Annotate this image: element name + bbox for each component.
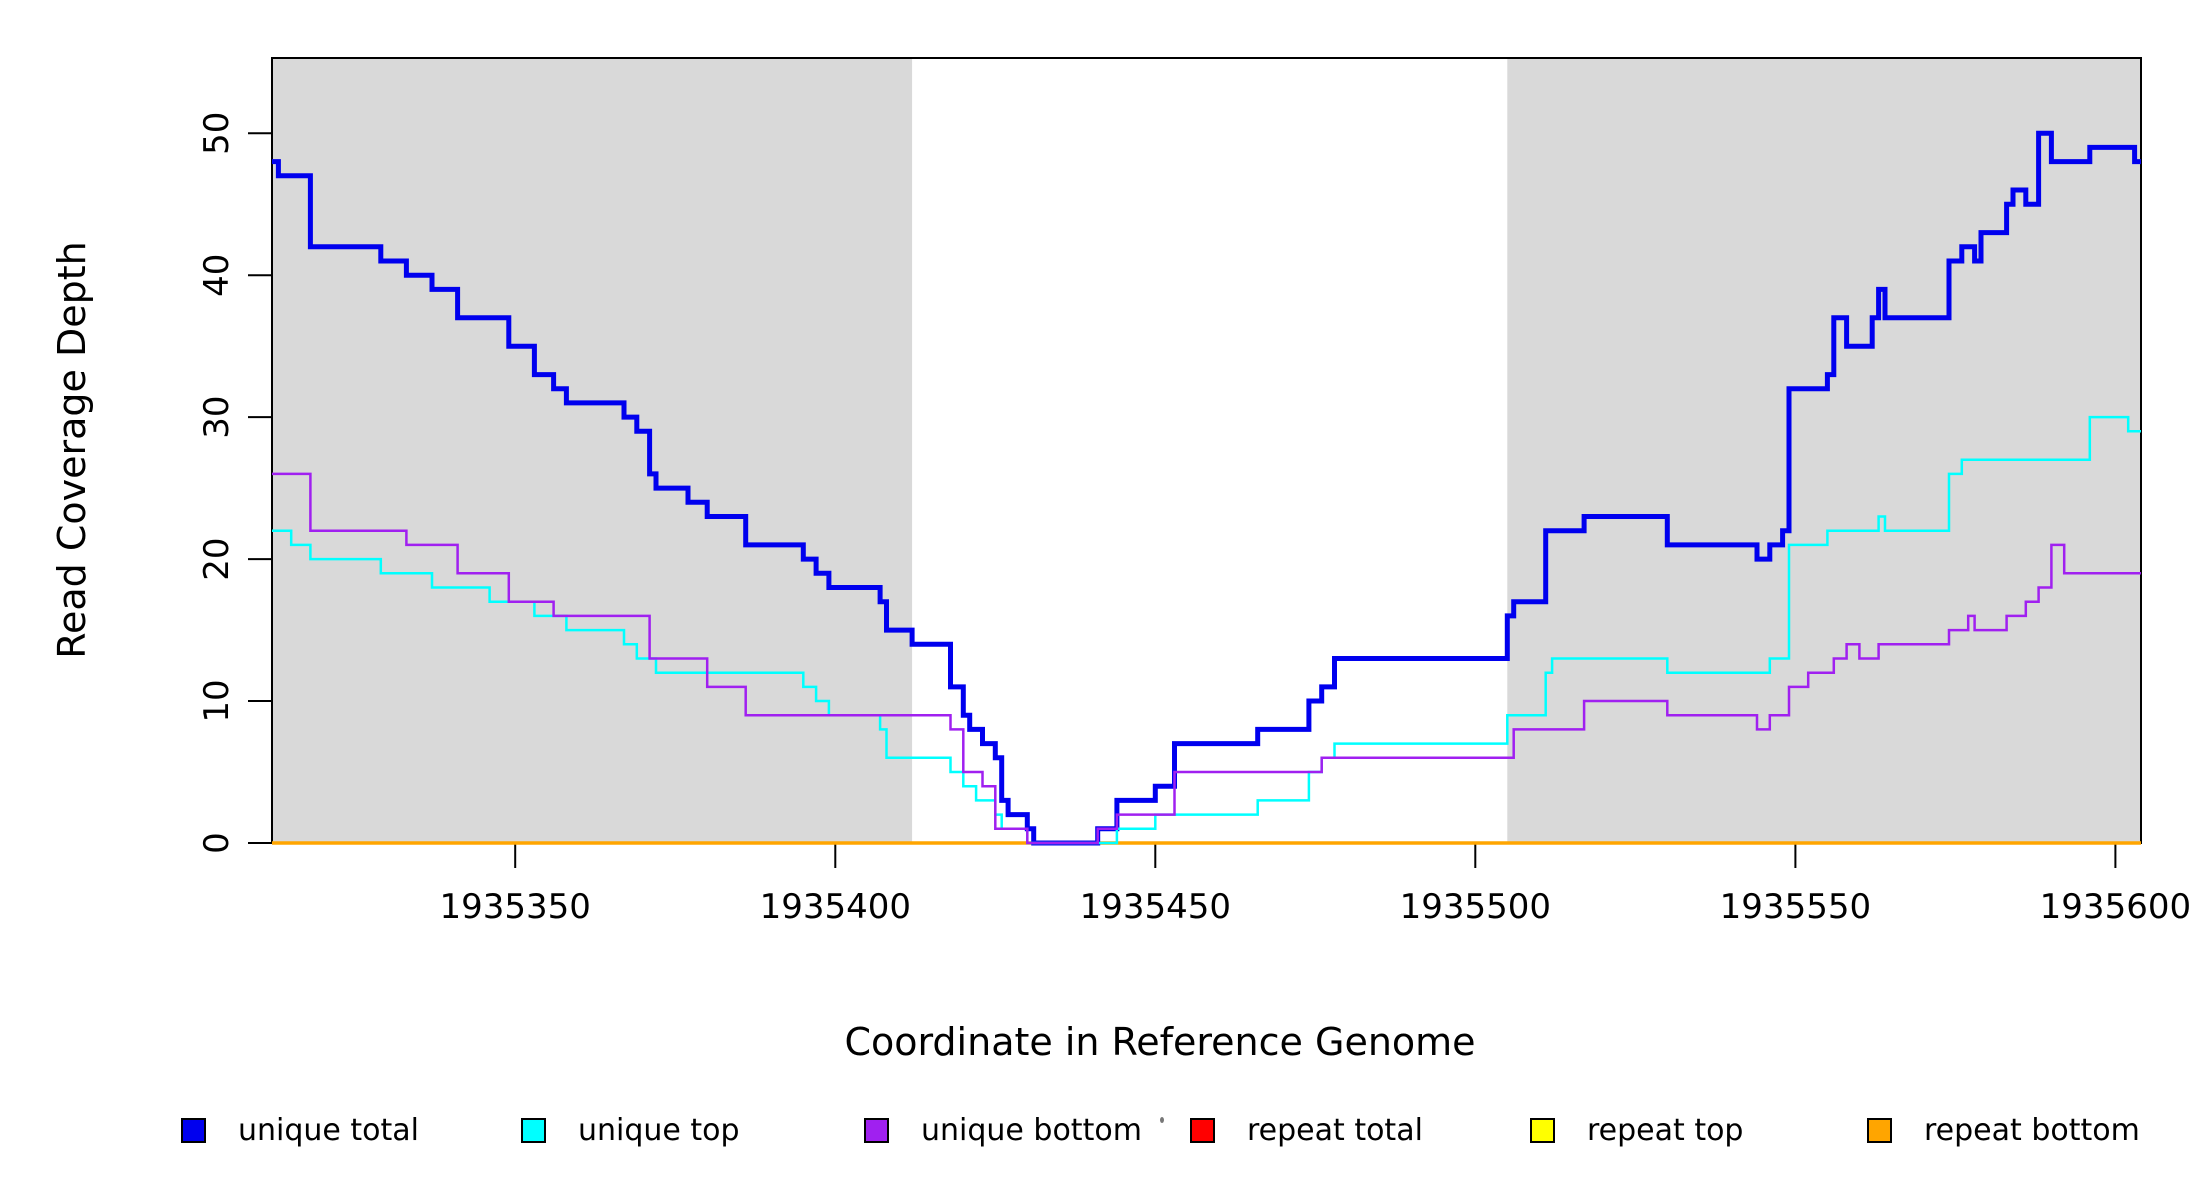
legend-swatch-unique-top — [521, 1117, 546, 1143]
y-tick-label: 10 — [197, 679, 237, 722]
legend-label: repeat top — [1587, 1112, 1744, 1148]
x-axis-title: Coordinate in Reference Genome — [844, 1020, 1476, 1064]
x-tick-label: 1935500 — [1400, 887, 1551, 927]
legend-swatch-repeat-top — [1530, 1117, 1555, 1143]
x-tick-label: 1935600 — [2040, 887, 2191, 927]
legend-label: unique top — [578, 1112, 740, 1148]
x-tick-label: 1935550 — [1720, 887, 1871, 927]
legend-swatch-repeat-total — [1190, 1117, 1215, 1143]
legend-label: unique bottom — [921, 1112, 1142, 1148]
legend-swatch-unique-bottom — [864, 1117, 889, 1143]
legend-item-unique-top: unique top — [521, 1112, 740, 1148]
legend-item-repeat-total: repeat total — [1190, 1112, 1423, 1148]
shaded-region — [272, 58, 913, 843]
legend-label: repeat bottom — [1924, 1112, 2140, 1148]
series-unique-bottom — [272, 472, 2141, 845]
x-tick-label: 1935350 — [439, 887, 590, 927]
shaded-region — [1507, 58, 2141, 843]
stray-mark — [1160, 1117, 1164, 1123]
legend-label: repeat total — [1247, 1112, 1423, 1148]
legend-label: unique total — [238, 1112, 420, 1148]
y-tick-label: 0 — [197, 832, 237, 854]
legend-item-unique-bottom: unique bottom — [864, 1112, 1142, 1148]
y-axis-title: Read Coverage Depth — [50, 241, 94, 659]
legend-swatch-repeat-bottom — [1867, 1117, 1892, 1143]
legend-item-repeat-top: repeat top — [1530, 1112, 1744, 1148]
y-tick-label: 50 — [197, 112, 237, 155]
x-tick-label: 1935450 — [1080, 887, 1231, 927]
x-tick-label: 1935400 — [760, 887, 911, 927]
y-tick-label: 30 — [197, 395, 237, 438]
y-tick-label: 40 — [197, 254, 237, 297]
legend-item-unique-total: unique total — [181, 1112, 420, 1148]
legend-swatch-unique-total — [181, 1117, 206, 1143]
y-tick-label: 20 — [197, 537, 237, 580]
legend-item-repeat-bottom: repeat bottom — [1867, 1112, 2140, 1148]
